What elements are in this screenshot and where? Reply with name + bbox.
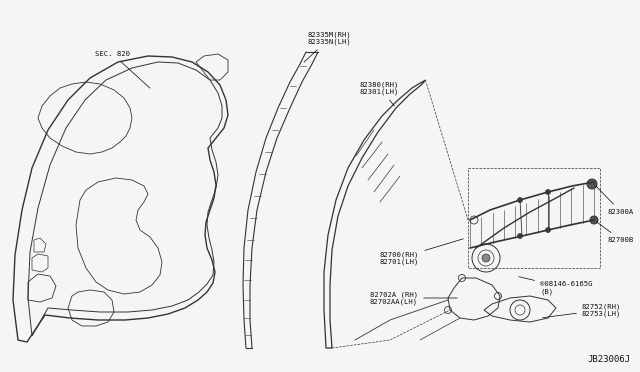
Circle shape (518, 234, 522, 238)
Text: 82335M(RH)
82335N(LH): 82335M(RH) 82335N(LH) (304, 31, 352, 62)
Circle shape (518, 198, 522, 202)
Circle shape (587, 179, 597, 189)
Circle shape (545, 189, 550, 195)
Text: 82702A (RH)
82702AA(LH): 82702A (RH) 82702AA(LH) (370, 291, 457, 305)
Text: 82700(RH)
82701(LH): 82700(RH) 82701(LH) (380, 239, 463, 265)
Circle shape (482, 254, 490, 262)
Text: SEC. 820: SEC. 820 (95, 51, 150, 88)
Circle shape (545, 228, 550, 232)
Text: ®08146-6165G
(B): ®08146-6165G (B) (518, 277, 593, 295)
Text: 82700B: 82700B (596, 222, 634, 243)
Circle shape (590, 216, 598, 224)
Text: 82380(RH)
82301(LH): 82380(RH) 82301(LH) (360, 81, 399, 106)
Text: 82752(RH)
82753(LH): 82752(RH) 82753(LH) (543, 303, 621, 318)
Text: JB23006J: JB23006J (587, 355, 630, 364)
Text: 82300A: 82300A (596, 186, 634, 215)
